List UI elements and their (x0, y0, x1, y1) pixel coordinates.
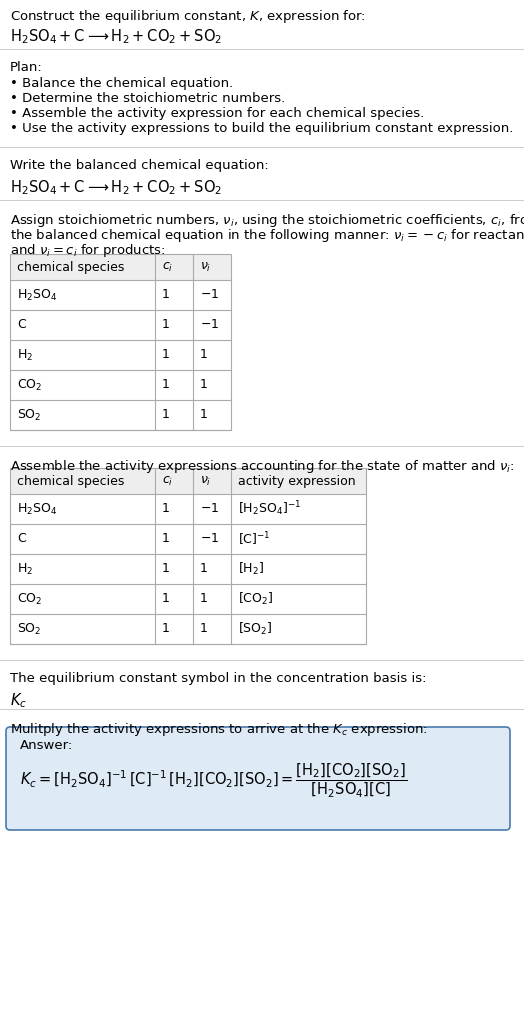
Bar (10, 254, 231, 430)
Text: $\mathrm{SO_2}$: $\mathrm{SO_2}$ (17, 408, 41, 423)
Text: chemical species: chemical species (17, 260, 124, 273)
Text: chemical species: chemical species (17, 474, 124, 487)
Text: 1: 1 (162, 562, 170, 575)
Text: $[\mathrm{H_2SO_4}]^{-1}$: $[\mathrm{H_2SO_4}]^{-1}$ (238, 499, 301, 519)
Text: $\mathrm{SO_2}$: $\mathrm{SO_2}$ (17, 622, 41, 637)
Text: Write the balanced chemical equation:: Write the balanced chemical equation: (10, 159, 269, 172)
Text: $\mathrm{CO_2}$: $\mathrm{CO_2}$ (17, 377, 42, 393)
Text: Answer:: Answer: (20, 739, 73, 752)
Text: $-1$: $-1$ (200, 533, 219, 546)
Text: activity expression: activity expression (238, 474, 356, 487)
Text: $\mathrm{H_2}$: $\mathrm{H_2}$ (17, 347, 33, 362)
Text: $\nu_i$: $\nu_i$ (200, 474, 211, 487)
Text: 1: 1 (162, 378, 170, 391)
Text: $\mathrm{CO_2}$: $\mathrm{CO_2}$ (17, 591, 42, 606)
Bar (10, 468, 366, 494)
Text: $-1$: $-1$ (200, 502, 219, 516)
Text: Construct the equilibrium constant, $K$, expression for:: Construct the equilibrium constant, $K$,… (10, 8, 366, 25)
Text: Assemble the activity expressions accounting for the state of matter and $\nu_i$: Assemble the activity expressions accoun… (10, 458, 515, 475)
Text: $[\mathrm{SO_2}]$: $[\mathrm{SO_2}]$ (238, 621, 272, 637)
Text: $K_c$: $K_c$ (10, 691, 27, 709)
Text: $[\mathrm{CO_2}]$: $[\mathrm{CO_2}]$ (238, 591, 274, 607)
Text: $c_i$: $c_i$ (162, 474, 173, 487)
Text: 1: 1 (162, 409, 170, 422)
Text: 1: 1 (200, 623, 208, 636)
Text: Assign stoichiometric numbers, $\nu_i$, using the stoichiometric coefficients, $: Assign stoichiometric numbers, $\nu_i$, … (10, 212, 524, 229)
Text: $\mathrm{H_2SO_4 + C \longrightarrow H_2 + CO_2 + SO_2}$: $\mathrm{H_2SO_4 + C \longrightarrow H_2… (10, 27, 222, 45)
Text: and $\nu_i = c_i$ for products:: and $\nu_i = c_i$ for products: (10, 242, 166, 259)
Text: Plan:: Plan: (10, 61, 43, 74)
Text: C: C (17, 533, 26, 546)
Text: 1: 1 (162, 502, 170, 516)
Text: 1: 1 (200, 592, 208, 605)
Text: 1: 1 (162, 533, 170, 546)
Text: $-1$: $-1$ (200, 319, 219, 332)
Text: $\nu_i$: $\nu_i$ (200, 260, 211, 273)
Text: • Assemble the activity expression for each chemical species.: • Assemble the activity expression for e… (10, 107, 424, 120)
Text: the balanced chemical equation in the following manner: $\nu_i = -c_i$ for react: the balanced chemical equation in the fo… (10, 227, 524, 244)
Text: 1: 1 (200, 378, 208, 391)
Text: C: C (17, 319, 26, 332)
Text: $[\mathrm{C}]^{-1}$: $[\mathrm{C}]^{-1}$ (238, 531, 271, 548)
Text: $\mathrm{H_2}$: $\mathrm{H_2}$ (17, 561, 33, 576)
Text: • Balance the chemical equation.: • Balance the chemical equation. (10, 77, 233, 90)
Text: • Use the activity expressions to build the equilibrium constant expression.: • Use the activity expressions to build … (10, 122, 514, 135)
Text: 1: 1 (162, 289, 170, 302)
Bar (10, 254, 231, 281)
Text: 1: 1 (200, 348, 208, 361)
Text: $c_i$: $c_i$ (162, 260, 173, 273)
Text: 1: 1 (200, 409, 208, 422)
Text: $K_c = [\mathrm{H_2SO_4}]^{-1}\,[\mathrm{C}]^{-1}\,[\mathrm{H_2}][\mathrm{CO_2}]: $K_c = [\mathrm{H_2SO_4}]^{-1}\,[\mathrm… (20, 761, 407, 799)
Text: $\mathrm{H_2SO_4}$: $\mathrm{H_2SO_4}$ (17, 288, 57, 303)
Text: $[\mathrm{H_2}]$: $[\mathrm{H_2}]$ (238, 561, 264, 577)
Text: $\mathrm{H_2SO_4}$: $\mathrm{H_2SO_4}$ (17, 501, 57, 517)
Text: 1: 1 (162, 623, 170, 636)
Text: • Determine the stoichiometric numbers.: • Determine the stoichiometric numbers. (10, 92, 285, 105)
Bar (10, 468, 366, 644)
Text: $-1$: $-1$ (200, 289, 219, 302)
FancyBboxPatch shape (6, 727, 510, 830)
Text: 1: 1 (162, 348, 170, 361)
Text: Mulitply the activity expressions to arrive at the $K_c$ expression:: Mulitply the activity expressions to arr… (10, 721, 428, 738)
Text: 1: 1 (200, 562, 208, 575)
Text: 1: 1 (162, 592, 170, 605)
Text: The equilibrium constant symbol in the concentration basis is:: The equilibrium constant symbol in the c… (10, 672, 427, 685)
Text: 1: 1 (162, 319, 170, 332)
Text: $\mathrm{H_2SO_4 + C \longrightarrow H_2 + CO_2 + SO_2}$: $\mathrm{H_2SO_4 + C \longrightarrow H_2… (10, 178, 222, 197)
